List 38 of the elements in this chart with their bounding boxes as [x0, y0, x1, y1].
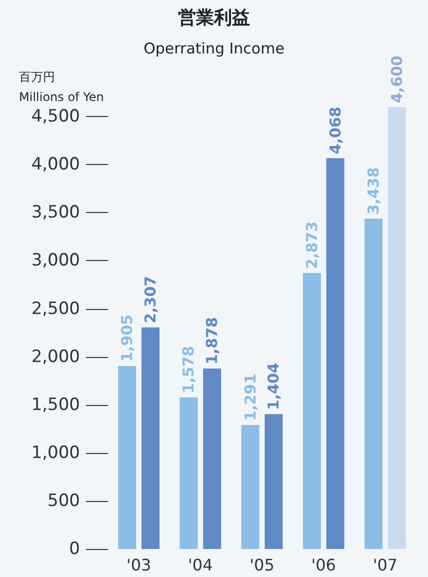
- x-tick-label: '04: [188, 556, 213, 574]
- data-label: 4,600: [388, 56, 406, 103]
- bar: [118, 366, 136, 549]
- chart-subtitle: Operrating Income: [144, 40, 284, 58]
- bar: [203, 368, 222, 549]
- bar: [302, 272, 321, 549]
- y-tick-label: 3,500: [31, 202, 80, 223]
- y-tick-label: 1,000: [31, 442, 80, 463]
- data-label: 1,905: [118, 314, 136, 362]
- bar: [241, 424, 260, 549]
- x-tick-label: '07: [372, 556, 398, 574]
- y-tick-label: 3,000: [31, 250, 80, 271]
- data-label: 3,438: [364, 167, 382, 215]
- data-label: 2,873: [302, 221, 321, 269]
- bar: [180, 397, 198, 549]
- bar: [142, 327, 160, 549]
- bar: [388, 107, 406, 549]
- data-label: 4,068: [326, 106, 344, 154]
- y-tick-label: 1,500: [31, 394, 80, 415]
- y-tick-label: 0: [69, 539, 80, 559]
- chart-title: 営業利益: [178, 8, 250, 28]
- y-tick-label: 4,000: [31, 154, 80, 175]
- data-label: 1,878: [203, 317, 222, 365]
- data-label: 1,404: [264, 362, 283, 410]
- y-tick-label: 2,000: [31, 346, 80, 367]
- data-label: 1,578: [180, 346, 198, 394]
- x-tick-label: '05: [250, 556, 274, 574]
- bar: [326, 158, 344, 549]
- bar: [264, 414, 283, 549]
- y-axis-title: 百万円 Millions of Yen: [19, 70, 104, 104]
- y-tick-label: 500: [48, 490, 80, 511]
- y-tick-label: 4,500: [31, 106, 80, 127]
- x-tick-label: '03: [126, 556, 152, 574]
- data-label: 2,307: [142, 276, 160, 324]
- bar: [364, 218, 382, 549]
- data-label: 1,291: [241, 374, 260, 421]
- y-tick-label: 2,500: [31, 298, 80, 319]
- x-tick-label: '06: [311, 556, 336, 574]
